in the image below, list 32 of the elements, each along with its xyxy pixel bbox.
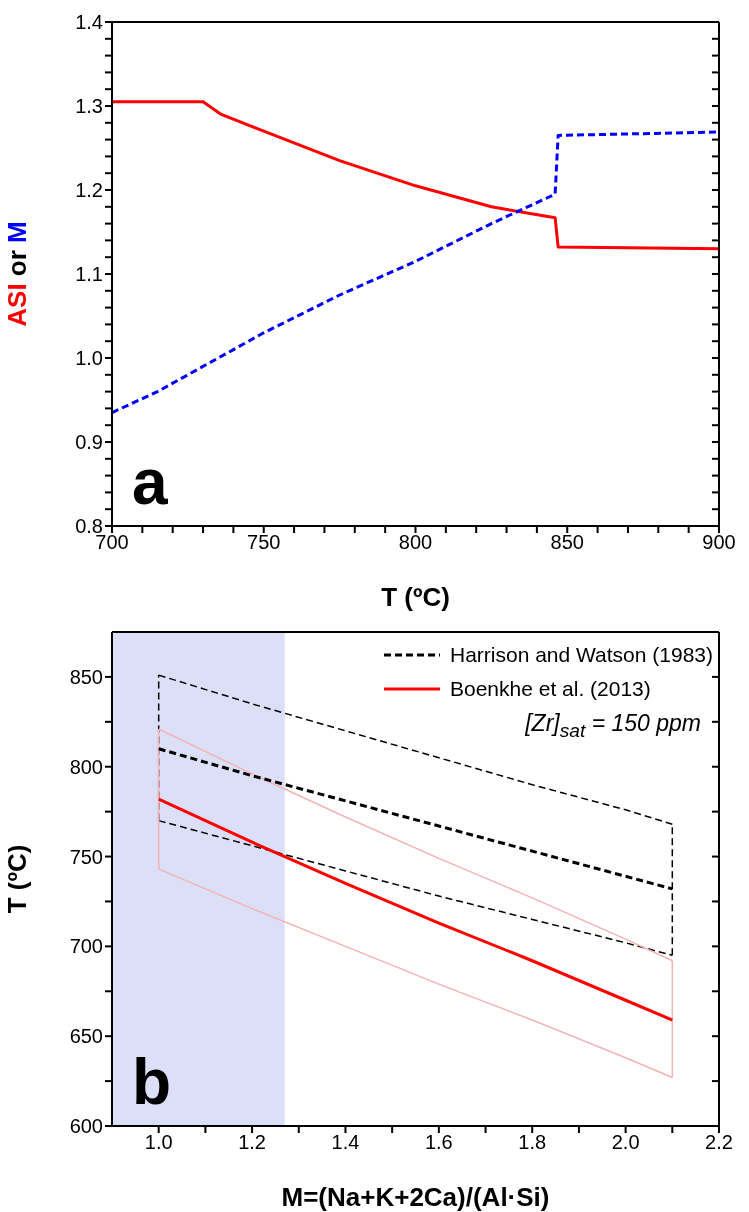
y-axis-title: ASI or M [2,221,32,327]
x-tick-label: 900 [702,531,736,554]
y-tick-label: 800 [69,755,103,778]
annotation: [Zr]$_{sat}$ = 150 ppm [525,710,701,742]
y-tick-label: 1.3 [75,95,103,118]
x-tick-label: 800 [398,531,433,554]
x-tick-label: 1.2 [238,1131,266,1154]
y-tick-label: 0.9 [75,431,103,454]
annotation: b [132,1046,172,1118]
y-tick-label: 700 [69,935,103,958]
y-tick-label: 1.0 [75,347,103,370]
y-tick-label: 1.4 [75,11,103,34]
x-tick-label: 850 [550,531,584,554]
y-tick-label: 750 [69,845,103,868]
y-tick-label: 600 [69,1115,103,1138]
x-tick-label: 750 [247,531,281,554]
annotation: a [132,446,168,518]
x-axis-title: T (ºC) [381,582,450,612]
x-axis-title: M=(Na+K+2Ca)/(Al·Si) [281,1182,550,1212]
y-tick-label: 850 [69,666,103,689]
y-axis-title: T (ºC) [2,844,32,914]
y-tick-label: 1.1 [75,263,103,286]
x-tick-label: 1.4 [331,1131,360,1154]
x-tick-label: 1.0 [144,1131,173,1154]
x-tick-label: 2.2 [705,1131,733,1154]
y-tick-label: 650 [69,1025,103,1048]
y-tick-label: 1.2 [75,179,103,202]
x-tick-label: 2.0 [611,1131,640,1154]
x-tick-label: 1.8 [518,1131,547,1154]
legend-label: Harrison and Watson (1983) [449,643,713,667]
legend-label: Boenkhe et al. (2013) [449,677,651,701]
x-tick-label: 1.6 [424,1131,453,1154]
